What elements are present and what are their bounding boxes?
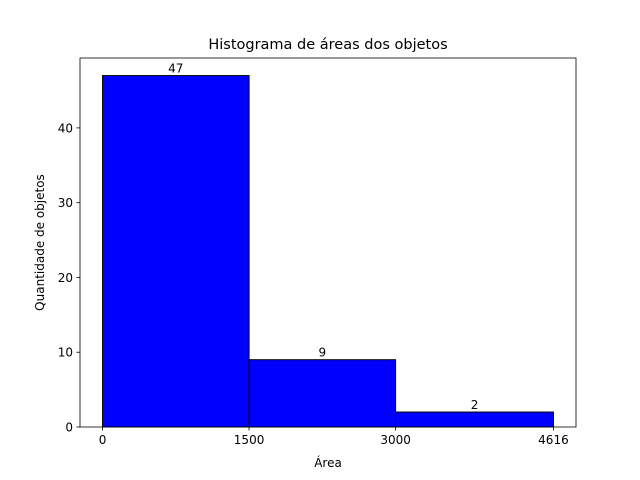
y-tick-label: 40 [58,121,73,135]
y-tick-label: 30 [58,196,73,210]
axes-frame [79,57,577,428]
histogram-bar [102,75,250,428]
x-tick-label: 4616 [538,433,569,447]
x-tick-label: 1500 [234,433,265,447]
bar-value-label: 2 [471,398,479,412]
y-tick-label: 20 [58,271,73,285]
bars-group [102,75,554,428]
x-tick-label: 0 [99,433,107,447]
chart-title: Histograma de áreas dos objetos [208,37,447,53]
x-axis-ticks: 0 1500 3000 4616 [99,427,569,447]
histogram-bar [248,359,397,428]
y-tick-label: 10 [58,346,73,360]
bar-value-label: 9 [319,346,327,360]
y-tick-label: 0 [65,421,73,435]
bar-value-label: 47 [168,62,183,76]
y-axis-label: Quantidade de objetos [33,174,47,311]
y-axis-ticks: 0 10 20 30 40 [58,121,80,435]
histogram-bar [395,411,554,428]
x-tick-label: 3000 [380,433,411,447]
x-axis-label: Área [314,455,342,470]
bar-labels-group: 47 9 2 [168,62,478,412]
